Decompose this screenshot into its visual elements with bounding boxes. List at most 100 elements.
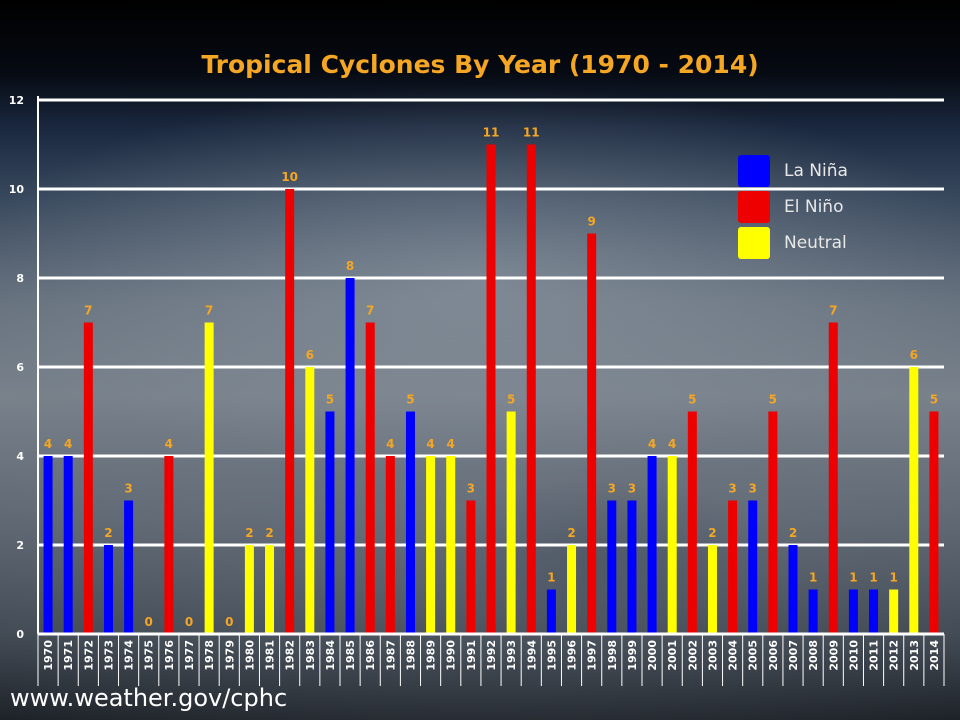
x-tick-label-2012: 2012 [888, 640, 901, 671]
x-tick-label-2004: 2004 [727, 640, 740, 671]
bar-1982 [285, 189, 295, 634]
x-tick-label-1992: 1992 [485, 640, 498, 671]
data-label-1977: 0 [185, 615, 193, 629]
x-tick-label-1987: 1987 [384, 640, 397, 671]
bar-2001 [667, 456, 677, 634]
data-label-1999: 3 [628, 482, 636, 496]
data-label-1971: 4 [64, 437, 72, 451]
x-tick-label-1979: 1979 [223, 640, 236, 671]
legend-item-neutral: Neutral [738, 227, 848, 259]
bar-1996 [567, 545, 577, 634]
bar-2014 [929, 411, 939, 634]
x-tick-label-1971: 1971 [62, 640, 75, 671]
data-label-1973: 2 [104, 526, 112, 540]
data-label-2004: 3 [728, 482, 736, 496]
x-tick-label-2008: 2008 [807, 640, 820, 671]
x-tick-label-1999: 1999 [626, 640, 639, 671]
data-label-1987: 4 [386, 437, 394, 451]
data-label-1982: 10 [281, 170, 298, 184]
x-tick-label-1970: 1970 [42, 640, 55, 671]
legend-label-el-nino: El Niño [784, 197, 844, 217]
bar-1993 [506, 411, 516, 634]
x-tick-label-2000: 2000 [646, 640, 659, 671]
data-label-2013: 6 [910, 348, 918, 362]
data-label-1985: 8 [346, 259, 354, 273]
data-label-1993: 5 [507, 393, 515, 407]
data-label-1981: 2 [265, 526, 273, 540]
x-tick-label-1997: 1997 [586, 640, 599, 671]
data-label-2003: 2 [708, 526, 716, 540]
data-label-2011: 1 [869, 571, 877, 585]
x-tick-label-1993: 1993 [505, 640, 518, 671]
bar-2000 [647, 456, 657, 634]
y-tick-label: 0 [16, 628, 24, 641]
y-tick-label: 8 [16, 272, 24, 285]
x-tick-label-1975: 1975 [143, 640, 156, 671]
bar-1981 [265, 545, 275, 634]
data-label-1972: 7 [84, 304, 92, 318]
chart-legend: La Niña El Niño Neutral [738, 155, 848, 263]
x-tick-label-1995: 1995 [545, 640, 558, 671]
bar-2012 [889, 589, 899, 634]
bar-2010 [848, 589, 858, 634]
bar-2002 [687, 411, 697, 634]
x-tick-label-1972: 1972 [82, 640, 95, 671]
x-tick-label-1980: 1980 [243, 640, 256, 671]
x-tick-label-2006: 2006 [767, 640, 780, 671]
data-label-1976: 4 [165, 437, 173, 451]
bar-1990 [446, 456, 456, 634]
x-tick-label-2014: 2014 [928, 640, 941, 671]
x-tick-label-1981: 1981 [264, 640, 277, 671]
y-tick-label: 10 [9, 183, 25, 196]
data-label-1991: 3 [467, 482, 475, 496]
data-label-2009: 7 [829, 304, 837, 318]
x-tick-label-2007: 2007 [787, 640, 800, 671]
bar-1971 [63, 456, 73, 634]
bar-1997 [587, 233, 597, 634]
bar-1988 [405, 411, 415, 634]
data-label-1984: 5 [326, 393, 334, 407]
data-label-1988: 5 [406, 393, 414, 407]
x-tick-label-2001: 2001 [666, 640, 679, 671]
bar-1987 [385, 456, 395, 634]
x-tick-label-1986: 1986 [364, 640, 377, 671]
data-label-1980: 2 [245, 526, 253, 540]
data-label-2000: 4 [648, 437, 656, 451]
data-label-2014: 5 [930, 393, 938, 407]
x-tick-label-1983: 1983 [304, 640, 317, 671]
data-label-2010: 1 [849, 571, 857, 585]
bar-2011 [869, 589, 879, 634]
y-tick-label: 12 [9, 94, 24, 107]
x-tick-label-1974: 1974 [123, 640, 136, 671]
legend-label-la-nina: La Niña [784, 161, 848, 181]
bar-2005 [748, 500, 758, 634]
data-label-1995: 1 [547, 571, 555, 585]
source-url[interactable]: www.weather.gov/cphc [10, 684, 288, 712]
bar-1985 [345, 278, 355, 634]
bar-1976 [164, 456, 174, 634]
bar-2004 [728, 500, 738, 634]
x-tick-label-1982: 1982 [284, 640, 297, 671]
bar-1980 [244, 545, 254, 634]
legend-item-el-nino: El Niño [738, 191, 848, 223]
x-tick-label-1988: 1988 [404, 640, 417, 671]
bar-1999 [627, 500, 637, 634]
data-label-1983: 6 [306, 348, 314, 362]
data-label-1992: 11 [483, 126, 500, 140]
bar-2008 [808, 589, 818, 634]
bar-1970 [43, 456, 53, 634]
data-label-1974: 3 [124, 482, 132, 496]
data-label-1996: 2 [567, 526, 575, 540]
bar-1998 [607, 500, 617, 634]
x-tick-label-2009: 2009 [827, 640, 840, 671]
y-tick-label: 2 [16, 539, 24, 552]
bar-1986 [365, 322, 375, 634]
legend-label-neutral: Neutral [784, 233, 847, 253]
x-tick-label-2005: 2005 [747, 640, 760, 671]
data-label-2007: 2 [789, 526, 797, 540]
data-label-2005: 3 [749, 482, 757, 496]
x-tick-label-1990: 1990 [445, 640, 458, 671]
bar-1995 [546, 589, 556, 634]
bar-2013 [909, 367, 919, 634]
